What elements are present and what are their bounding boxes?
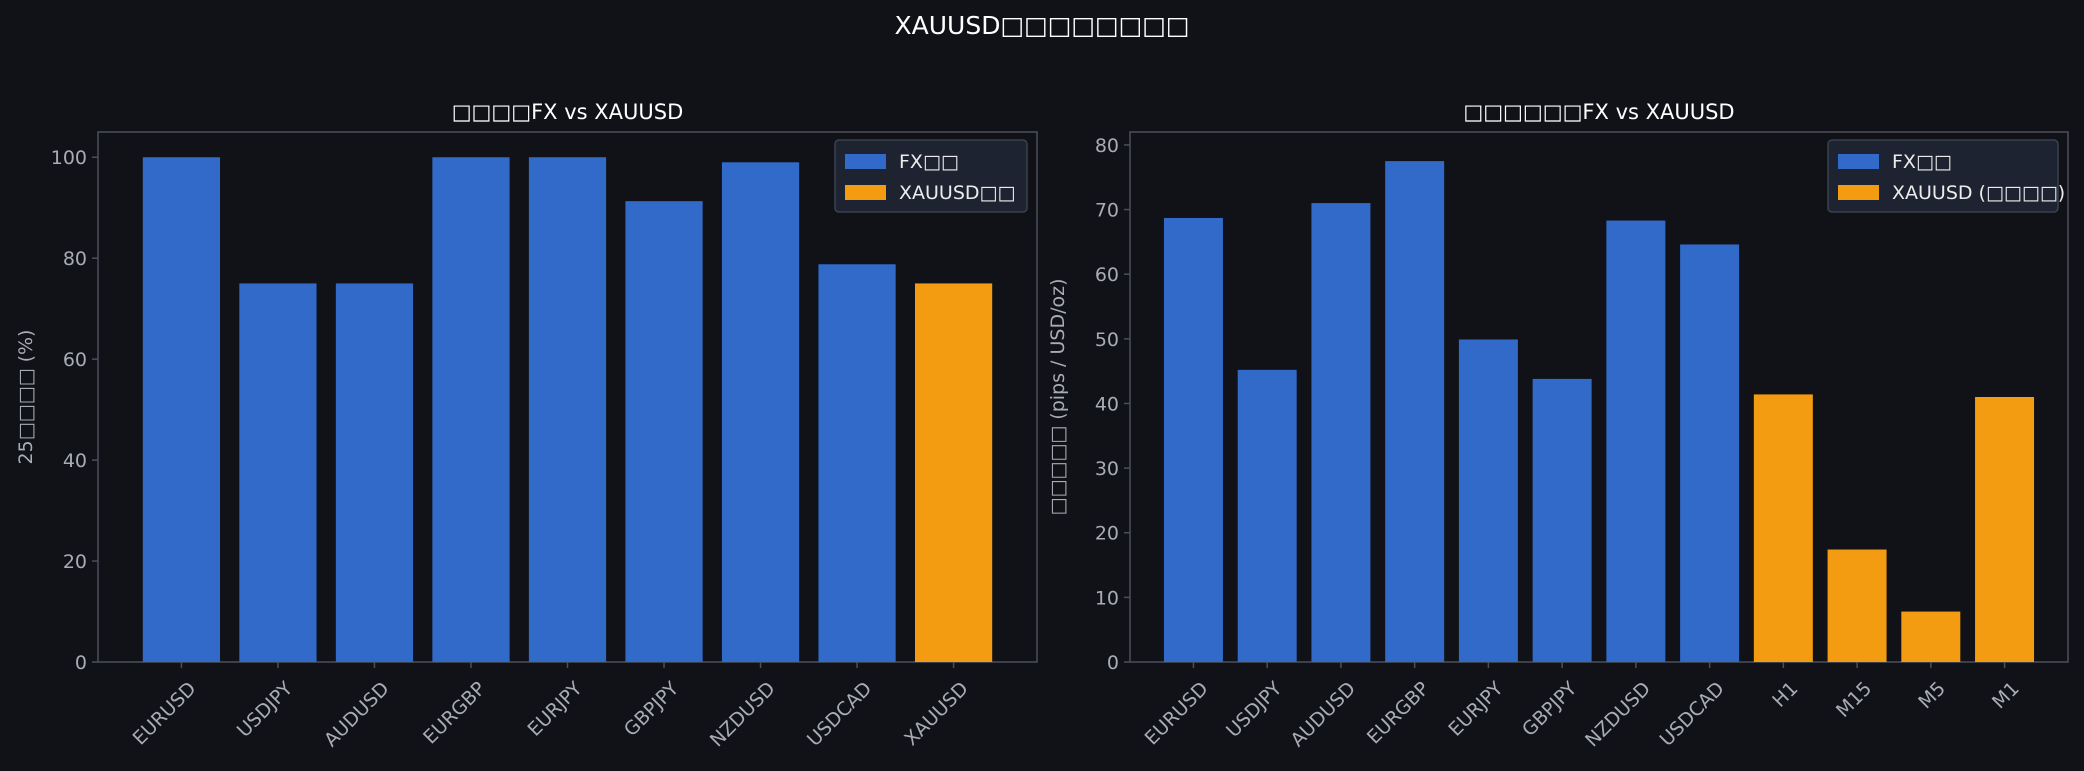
- y-tick-label: 20: [63, 551, 87, 573]
- bar-gbpjpy: [625, 201, 703, 662]
- plot-frame: [1129, 131, 2069, 663]
- legend-label-fx: FX□□: [1892, 151, 1952, 173]
- legend-label-xau: XAUUSD (□□□□): [1892, 182, 2065, 204]
- y-tick-label: 80: [63, 248, 87, 270]
- bar-usdjpy: [1237, 369, 1297, 662]
- bar-usdjpy: [239, 283, 317, 662]
- y-tick-label: 10: [1095, 587, 1119, 609]
- legend-swatch-fx: [845, 154, 886, 169]
- legend: [1827, 139, 2059, 213]
- bar-eurgbp: [1385, 161, 1445, 662]
- y-tick-label: 40: [63, 450, 87, 472]
- bar-nzdusd: [1606, 220, 1666, 663]
- y-tick-label: 0: [1107, 652, 1119, 674]
- y-tick-label: 0: [75, 652, 87, 674]
- bar-audusd: [1311, 203, 1371, 662]
- bar-eurusd: [1163, 217, 1223, 662]
- legend-swatch-xau: [845, 185, 886, 200]
- bar-eurusd: [142, 157, 221, 662]
- bar-nzdusd: [721, 162, 800, 663]
- chart-title: □□□□FX vs XAUUSD: [452, 100, 684, 124]
- bar-h1: [1753, 394, 1813, 662]
- figure-title: XAUUSD□□□□□□□□: [895, 11, 1190, 40]
- bar-eurjpy: [528, 157, 607, 662]
- bar-usdcad: [818, 264, 896, 662]
- bar-usdcad: [1680, 244, 1740, 662]
- bar-m15: [1827, 549, 1887, 662]
- bar-m1: [1975, 397, 2035, 662]
- bar-audusd: [335, 283, 414, 662]
- y-tick-label: 60: [63, 349, 87, 371]
- y-tick-label: 70: [1095, 200, 1119, 222]
- y-axis-label: 25□□□□ (%): [15, 330, 37, 465]
- bar-gbpjpy: [1532, 378, 1592, 662]
- legend-swatch-fx: [1838, 154, 1879, 169]
- y-tick-label: 50: [1095, 329, 1119, 351]
- y-tick-label: 60: [1095, 264, 1119, 286]
- y-tick-label: 30: [1095, 458, 1119, 480]
- y-tick-label: 80: [1095, 135, 1119, 157]
- bar-eurgbp: [432, 157, 510, 662]
- bar-eurjpy: [1458, 339, 1518, 662]
- bar-xauusd: [914, 283, 993, 662]
- chart-title: □□□□□□FX vs XAUUSD: [1463, 100, 1734, 124]
- y-tick-label: 40: [1095, 393, 1119, 415]
- legend-label-fx: FX□□: [899, 151, 959, 173]
- y-axis-label: □□□□□ (pips / USD/oz): [1047, 279, 1069, 516]
- bar-m5: [1901, 611, 1961, 662]
- y-tick-label: 100: [51, 147, 87, 169]
- y-tick-label: 20: [1095, 523, 1119, 545]
- legend-swatch-xau: [1838, 185, 1879, 200]
- legend-label-xau: XAUUSD□□: [899, 182, 1015, 204]
